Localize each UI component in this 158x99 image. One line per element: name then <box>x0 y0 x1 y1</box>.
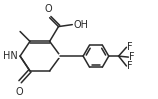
Text: OH: OH <box>73 20 88 30</box>
Text: F: F <box>128 42 133 52</box>
Text: F: F <box>129 52 135 62</box>
Text: HN: HN <box>3 51 18 61</box>
Text: F: F <box>128 61 133 71</box>
Text: O: O <box>15 87 23 97</box>
Text: O: O <box>45 4 52 14</box>
